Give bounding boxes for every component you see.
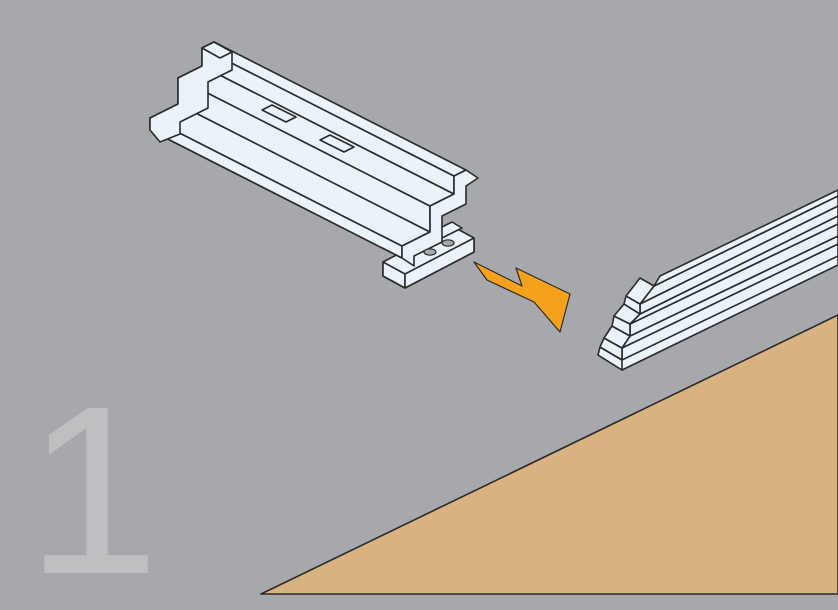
step-number: 1 [26, 370, 159, 610]
screw-hole [442, 240, 454, 246]
step-panel: 1 [0, 0, 838, 610]
screw-hole [424, 249, 436, 255]
